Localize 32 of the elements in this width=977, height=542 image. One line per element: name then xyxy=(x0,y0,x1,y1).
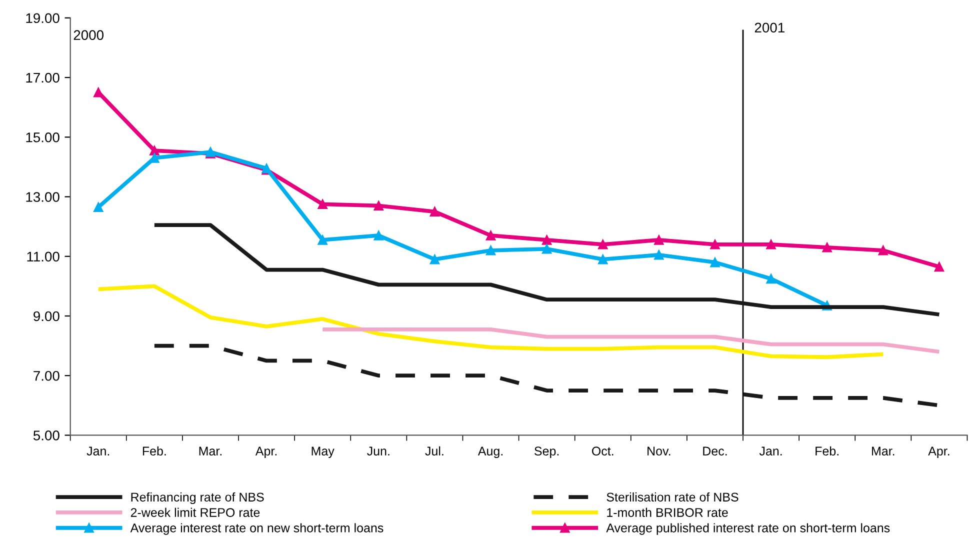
legend-label: Average interest rate on new short-term loans xyxy=(130,523,384,535)
x-tick-label: Feb. xyxy=(816,446,838,456)
y-tick-label: 17.00 xyxy=(26,72,60,83)
x-tick-label: Jan. xyxy=(86,446,110,456)
x-tick-label: Apr. xyxy=(928,446,950,458)
y-tick-label: 9.00 xyxy=(34,311,60,322)
y-tick-label: 7.00 xyxy=(34,370,60,381)
x-tick-label: Sep. xyxy=(534,446,559,458)
x-tick-label: May xyxy=(312,446,334,458)
x-tick-label: Apr. xyxy=(255,446,277,458)
legend-label: 2-week limit REPO rate xyxy=(130,508,260,517)
y-tick-label: 11.00 xyxy=(27,252,60,262)
x-tick-label: Jan. xyxy=(759,446,782,456)
x-tick-label: Jun. xyxy=(367,446,390,456)
legend-label: Sterilisation rate of NBS xyxy=(606,492,738,502)
x-tick-label: Feb. xyxy=(142,446,166,456)
x-tick-label: Jul. xyxy=(425,446,444,456)
annotation: 2000 xyxy=(74,30,104,40)
annotation: 2001 xyxy=(754,22,784,33)
y-tick-label: 13.00 xyxy=(26,192,60,202)
legend-label: Average published interest rate on short-term loans xyxy=(606,523,890,535)
y-tick-label: 19.00 xyxy=(26,13,60,24)
legend-label: 1-month BRIBOR rate xyxy=(607,508,728,517)
x-tick-label: Dec. xyxy=(703,446,727,456)
y-tick-label: 15.00 xyxy=(26,132,60,142)
y-tick-label: 5.00 xyxy=(33,430,60,440)
x-tick-label: Mar. xyxy=(199,446,222,456)
x-tick-label: Oct. xyxy=(592,446,614,456)
legend-label: Refinancing rate of NBS xyxy=(131,492,264,504)
x-tick-label: Mar. xyxy=(872,446,894,456)
x-tick-label: Nov. xyxy=(648,446,670,456)
x-tick-label: Aug. xyxy=(478,446,502,458)
